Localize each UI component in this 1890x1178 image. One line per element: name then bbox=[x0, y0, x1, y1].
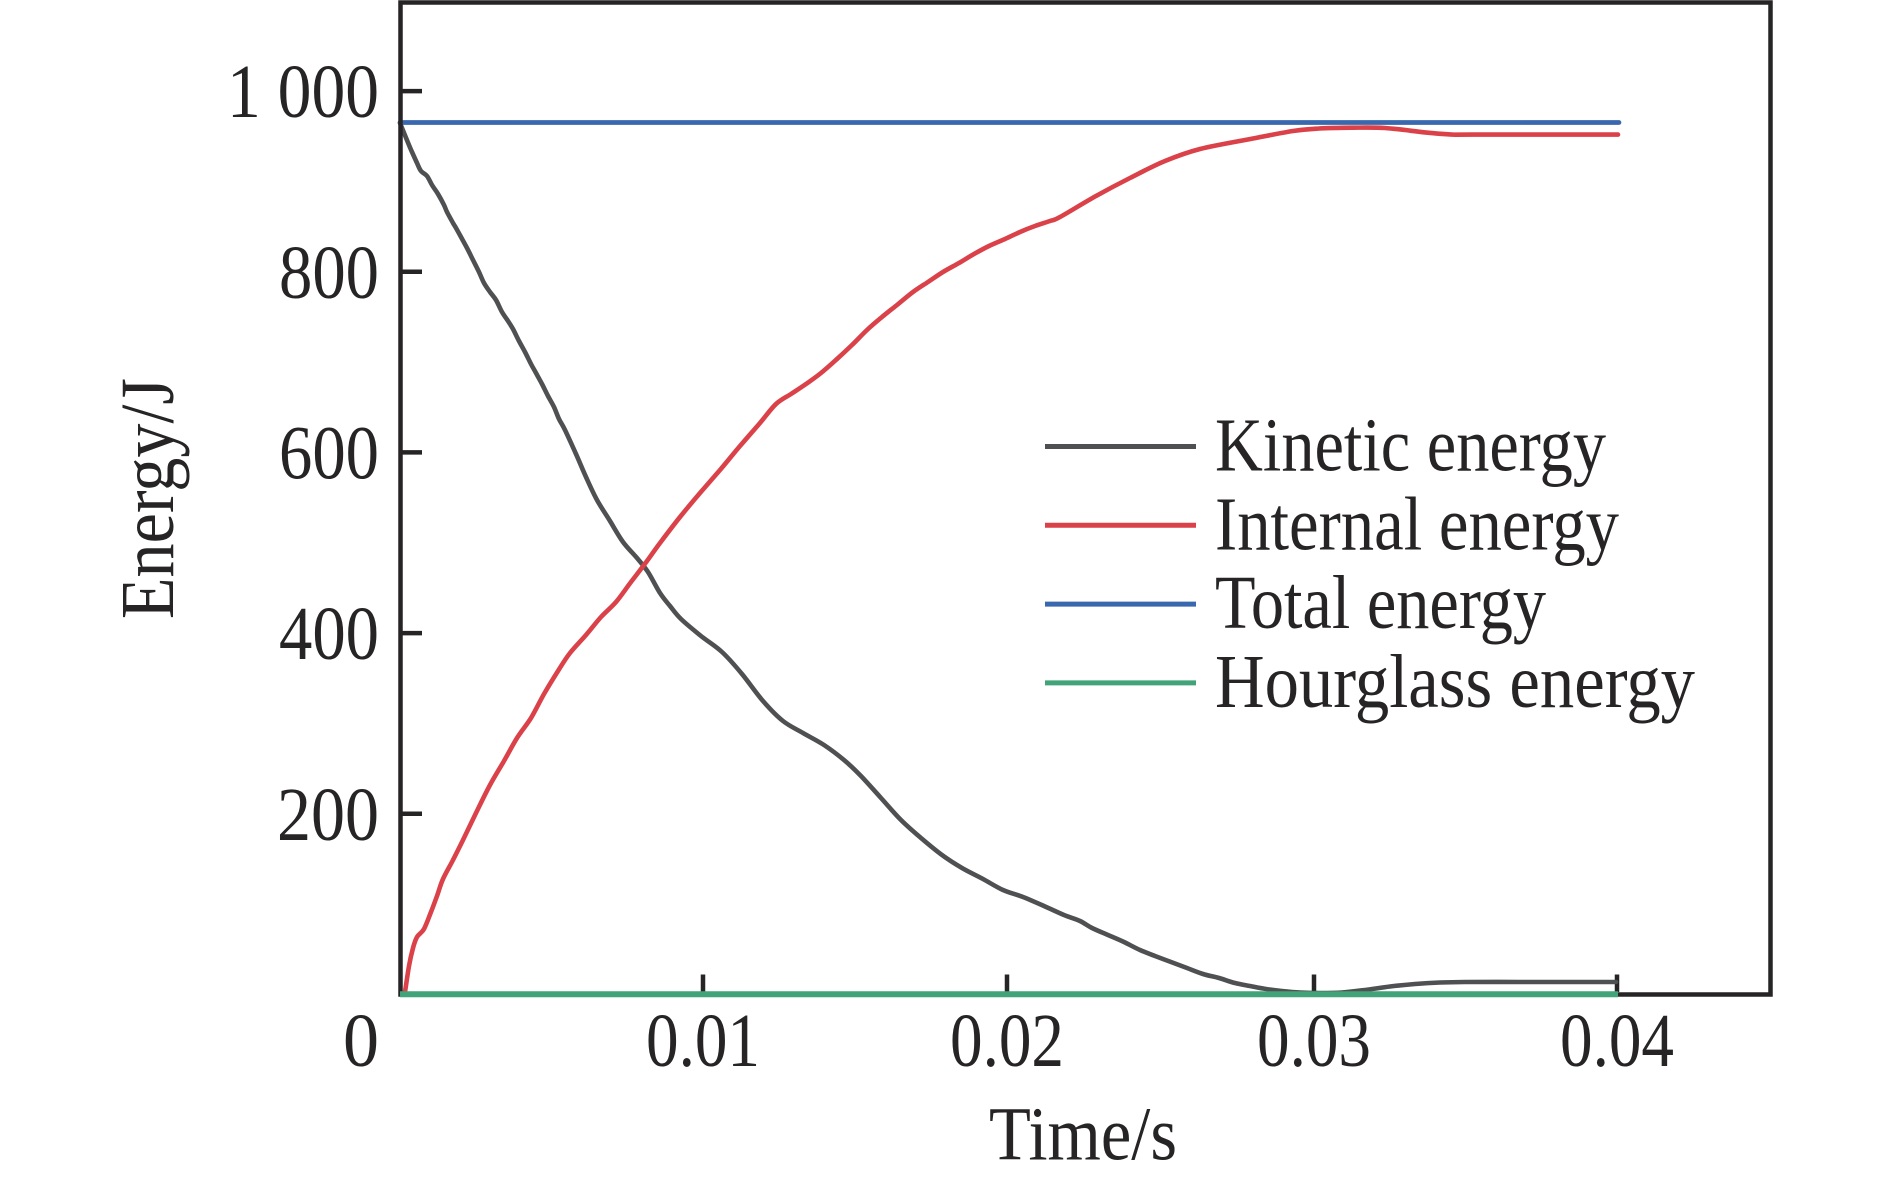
svg-text:0.04: 0.04 bbox=[1560, 999, 1674, 1083]
svg-text:Energy/J: Energy/J bbox=[106, 378, 190, 619]
svg-text:Total energy: Total energy bbox=[1215, 561, 1546, 645]
svg-text:Internal energy: Internal energy bbox=[1215, 482, 1619, 566]
svg-text:400: 400 bbox=[279, 592, 379, 676]
svg-text:600: 600 bbox=[279, 411, 379, 495]
svg-text:800: 800 bbox=[279, 231, 379, 315]
svg-text:Time/s: Time/s bbox=[989, 1093, 1177, 1177]
svg-text:0.01: 0.01 bbox=[646, 999, 760, 1083]
svg-text:Kinetic energy: Kinetic energy bbox=[1215, 404, 1606, 488]
svg-text:0.02: 0.02 bbox=[950, 999, 1064, 1083]
svg-text:200: 200 bbox=[277, 773, 379, 857]
svg-text:0: 0 bbox=[343, 999, 379, 1083]
svg-text:1 000: 1 000 bbox=[227, 50, 379, 134]
svg-text:0.03: 0.03 bbox=[1257, 999, 1371, 1083]
svg-text:Hourglass energy: Hourglass energy bbox=[1215, 640, 1695, 724]
